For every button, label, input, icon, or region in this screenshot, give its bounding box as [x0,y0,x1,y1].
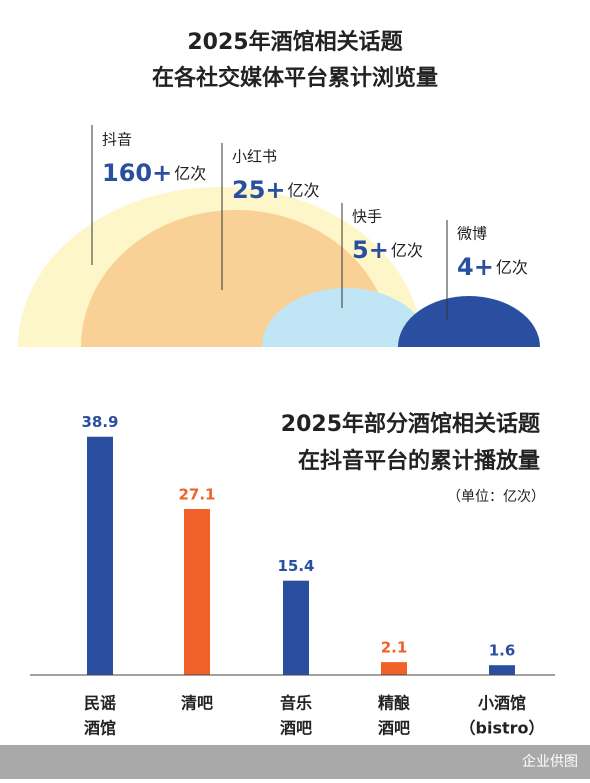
category-label: 精酿 [378,694,411,713]
value-unit: 亿次 [391,241,423,260]
platform-shape [398,296,540,347]
value-label: 4+ [457,253,494,281]
bar [381,662,407,675]
bar-value-label: 27.1 [178,486,215,504]
bar [283,580,309,675]
platform-name: 抖音 [102,131,132,149]
platform-value: 25+ 亿次 [232,176,320,204]
platform-value: 5+ 亿次 [352,236,423,264]
unit-note: （单位：亿次） [447,489,545,505]
value-label: 160+ [102,159,172,187]
platform-shape [262,288,430,347]
platform-value: 160+ 亿次 [102,159,206,187]
bar [87,436,113,675]
bar [489,665,515,675]
title-line: 在抖音平台的累计播放量 [298,448,540,474]
bar [184,509,210,675]
bar-value-label: 38.9 [81,413,118,431]
category-label: （bistro） [460,719,545,738]
category-label: 酒吧 [280,719,312,738]
value-label: 25+ [232,176,286,204]
category-label: 音乐 [280,694,312,713]
title-line: 2025年酒馆相关话题 [187,29,403,55]
title-line: 2025年部分酒馆相关话题 [281,411,541,437]
category-label: 民谣 [84,694,116,713]
category-label: 酒吧 [378,719,410,738]
platform-name: 小红书 [232,148,277,166]
footer-bar [0,745,590,779]
title-line: 在各社交媒体平台累计浏览量 [152,65,438,91]
value-label: 5+ [352,236,389,264]
bar-value-label: 2.1 [381,639,408,657]
value-unit: 亿次 [496,258,528,277]
platform-name: 快手 [352,208,382,226]
platform-value: 4+ 亿次 [457,253,528,281]
bar-value-label: 15.4 [277,557,314,575]
bar-value-label: 1.6 [489,642,516,660]
footer-credit: 企业供图 [522,753,578,770]
value-unit: 亿次 [288,181,320,200]
platform-name: 微博 [457,225,487,243]
value-unit: 亿次 [174,164,206,183]
category-label: 酒馆 [84,719,116,738]
category-label: 小酒馆 [478,694,526,713]
category-label: 清吧 [181,694,213,713]
